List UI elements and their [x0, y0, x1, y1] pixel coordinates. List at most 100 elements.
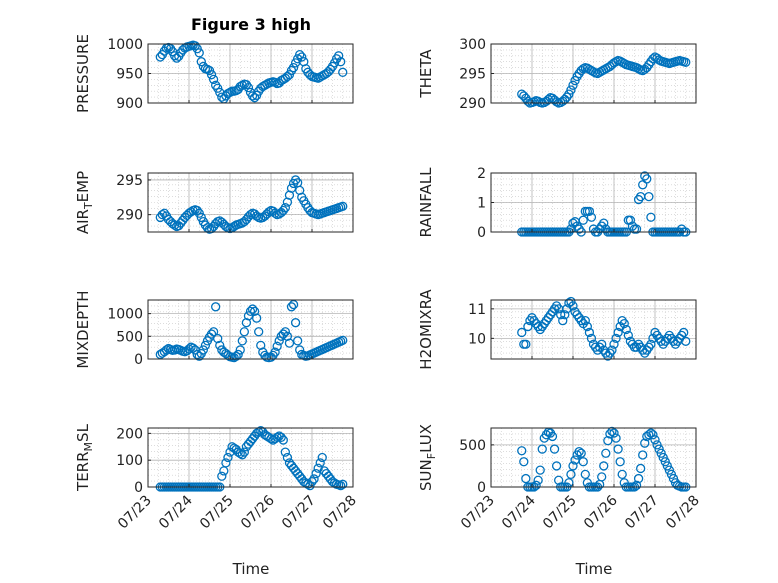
data-point [584, 206, 595, 217]
data-point [338, 479, 348, 489]
data-point [623, 330, 633, 341]
data-point [282, 331, 293, 341]
data-point [523, 321, 533, 332]
data-point [333, 51, 344, 61]
figure-title: Figure 3 high [191, 15, 311, 34]
data-point [169, 220, 180, 230]
data-point [290, 318, 301, 328]
data-point [568, 461, 578, 471]
data-point [219, 466, 229, 476]
data-point [556, 310, 566, 320]
data-point [599, 218, 609, 228]
data-point [638, 450, 648, 460]
data-point [654, 55, 664, 65]
data-point [679, 327, 689, 338]
data-point [519, 91, 529, 101]
y-axis-label: PRESSURE [74, 34, 92, 113]
data-point [560, 310, 570, 320]
data-point [521, 473, 531, 484]
data-point [517, 327, 527, 338]
data-point [243, 83, 254, 93]
data-point [599, 461, 609, 471]
x-tick-label: 07/26 [581, 492, 621, 532]
data-point [317, 452, 327, 463]
data-point [247, 304, 258, 314]
data-point [558, 315, 568, 326]
data-point [615, 457, 625, 467]
data-point [251, 313, 262, 323]
data-point [264, 207, 274, 217]
data-point [574, 446, 584, 457]
y-tick-label: 0 [134, 480, 143, 496]
data-point [566, 85, 576, 95]
data-point [586, 333, 597, 344]
y-tick-label: 0 [477, 225, 486, 241]
axes-box [490, 427, 697, 488]
data-point [621, 324, 631, 335]
data-point [292, 336, 303, 346]
data-point [225, 87, 235, 98]
data-point [646, 428, 656, 438]
y-tick-label: 11 [468, 302, 486, 318]
data-point [568, 301, 578, 311]
subplot-terr_msl: 0 100 200 07/23 07/24 07/25 07/26 07/27 07/28 TER… [74, 423, 360, 532]
data-point [580, 315, 590, 326]
subplot-air_temp: 290 295 AIRTEMP [74, 171, 354, 234]
y-tick-label: 300 [459, 37, 486, 53]
data-point [617, 469, 627, 480]
data-point [192, 205, 202, 216]
data-point [311, 468, 321, 479]
data-point [681, 57, 691, 67]
data-point [603, 435, 613, 446]
data-point [613, 444, 623, 454]
subplot-pressure: 900 950 1000 PRESSURE [74, 34, 354, 113]
data-point [568, 80, 578, 90]
data-point [648, 54, 658, 64]
data-point [196, 57, 206, 67]
data-point [336, 57, 346, 67]
data-point [239, 327, 250, 337]
data-point [338, 201, 348, 211]
y-axis-label: SUNFLUX [417, 424, 438, 491]
data-point [646, 339, 656, 349]
data-point [221, 458, 231, 468]
data-point [206, 329, 217, 339]
data-point [208, 74, 219, 85]
data-point [297, 52, 307, 62]
data-point [249, 93, 260, 103]
y-axis-label: AIRTEMP [74, 171, 95, 234]
x-tick-label: 07/23 [115, 493, 155, 533]
x-tick-label: 07/28 [663, 493, 703, 533]
data-point [280, 327, 291, 337]
data-point [642, 174, 652, 184]
x-tick-label: 07/25 [540, 493, 580, 533]
y-tick-label: 2 [477, 166, 486, 182]
data-point [286, 183, 297, 193]
x-tick-label: 07/25 [197, 493, 237, 533]
x-axis-label-right: Time [575, 560, 613, 578]
data-point [547, 431, 558, 442]
data-point [597, 472, 607, 482]
data-point [681, 336, 691, 346]
data-point [184, 344, 194, 354]
axes-box [147, 427, 354, 488]
data-point [584, 327, 595, 338]
data-point [284, 338, 295, 348]
data-point [215, 340, 225, 351]
data-point [609, 428, 619, 438]
y-tick-label: 500 [459, 438, 486, 454]
data-point [551, 461, 562, 471]
data-point [223, 452, 233, 463]
y-tick-label: 1 [477, 196, 486, 212]
data-point [521, 339, 531, 349]
data-point [231, 351, 241, 361]
axes-box [147, 299, 354, 360]
axes-box [490, 299, 697, 360]
data-point [206, 70, 217, 80]
y-tick-label: 200 [116, 426, 143, 442]
data-point [280, 203, 291, 213]
data-point [272, 341, 282, 351]
y-tick-label: 290 [116, 208, 143, 224]
data-point [551, 97, 562, 107]
